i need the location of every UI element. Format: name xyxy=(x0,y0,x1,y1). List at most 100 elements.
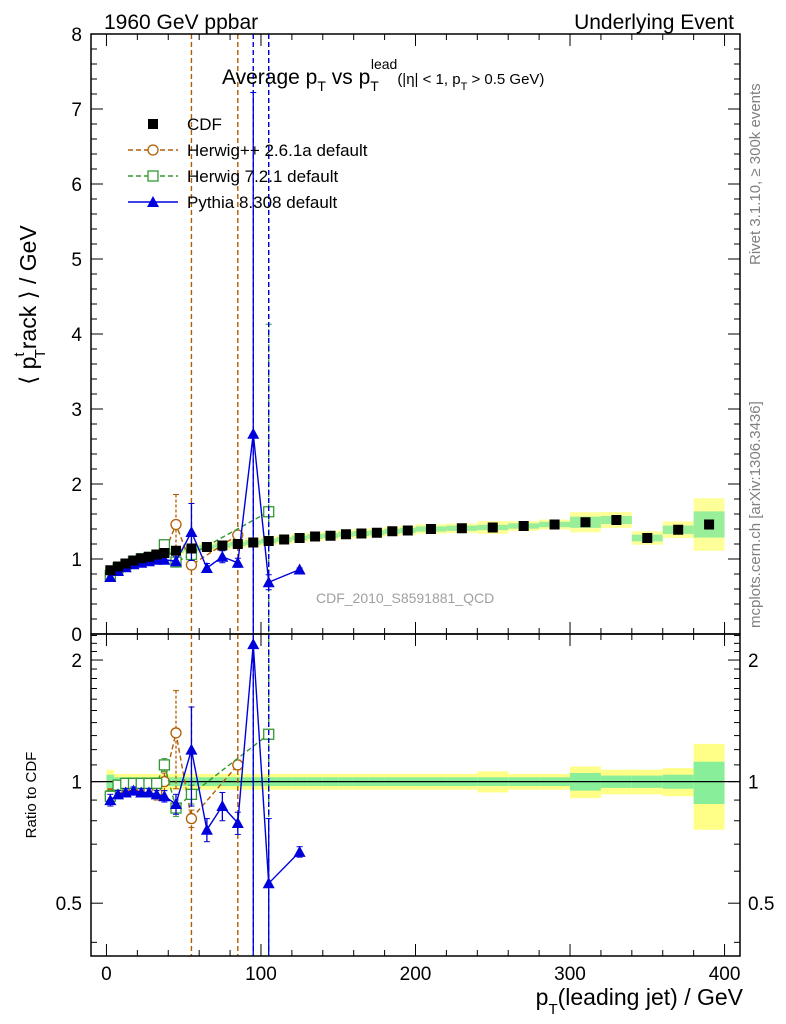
data-point-ratio xyxy=(216,800,229,812)
series-line-ratio xyxy=(109,644,301,885)
data-point xyxy=(216,550,229,562)
main-bands xyxy=(106,498,725,575)
ratio-band-inner xyxy=(693,761,725,805)
data-point xyxy=(456,523,467,534)
legend-label: Pythia 8.308 default xyxy=(187,193,338,212)
data-point xyxy=(279,534,290,545)
x-tick-label: 100 xyxy=(245,964,277,985)
data-point xyxy=(128,555,139,566)
y-tick-label: 2 xyxy=(71,475,82,496)
data-point xyxy=(518,521,529,531)
y-tick-label: 0 xyxy=(71,625,82,646)
legend-item: Herwig++ 2.6.1a default xyxy=(128,141,368,160)
ratio-tick-label: 2 xyxy=(71,651,82,672)
data-point-ratio xyxy=(158,759,171,771)
x-tick-label: 400 xyxy=(709,964,741,985)
data-point-ratio xyxy=(104,794,117,806)
y-tick-label: 7 xyxy=(71,100,82,121)
data-point xyxy=(232,539,243,549)
data-point xyxy=(371,527,382,538)
mcplots-label: mcplots.cern.ch [arXiv:1306.3436] xyxy=(747,401,764,628)
ratio-tick-label: 1 xyxy=(71,773,82,794)
header-right: Underlying Event xyxy=(574,11,734,34)
legend-marker xyxy=(147,196,159,207)
data-point-ratio xyxy=(293,845,306,857)
data-point xyxy=(487,522,498,533)
y-tick-label: 5 xyxy=(71,250,82,271)
x-axis-label: pT(leading jet) / GeV xyxy=(536,984,744,1018)
data-point-ratio xyxy=(127,784,140,796)
data-point xyxy=(120,558,131,569)
data-point xyxy=(263,536,274,546)
ratio-axes: 0 100 200 300 400 0.5 0.5 1 1 2 2 xyxy=(56,634,774,985)
legend-item: Herwig 7.2.1 default xyxy=(128,167,338,186)
data-point xyxy=(104,571,117,582)
data-point-ratio xyxy=(158,790,171,802)
data-point xyxy=(356,528,367,539)
data-point xyxy=(294,533,305,543)
ratio-bands xyxy=(91,743,740,830)
legend-label: Herwig++ 2.6.1a default xyxy=(187,141,368,160)
data-point xyxy=(611,515,622,525)
data-point-ratio xyxy=(142,786,155,798)
data-point xyxy=(159,548,170,558)
y-tick-label: 1 xyxy=(71,550,82,571)
data-point xyxy=(642,533,653,543)
data-point xyxy=(170,518,182,531)
legend-marker xyxy=(148,119,158,129)
data-point xyxy=(151,549,162,560)
data-point xyxy=(293,563,306,575)
y-tick-label: 6 xyxy=(71,175,82,196)
data-point xyxy=(185,559,198,571)
data-point xyxy=(136,553,147,564)
data-point xyxy=(325,530,336,541)
data-point xyxy=(673,524,684,535)
data-point-ratio xyxy=(150,788,163,800)
legend-label: CDF xyxy=(187,115,222,134)
y-tick-label: 3 xyxy=(71,400,82,421)
data-point xyxy=(310,531,321,542)
data-point xyxy=(186,543,197,554)
ratio-tick-label: 0.5 xyxy=(56,894,82,915)
data-point xyxy=(185,526,198,537)
main-axes: 0 1 2 3 4 5 6 7 8 xyxy=(71,25,740,646)
data-point-ratio xyxy=(247,638,260,650)
data-point xyxy=(425,524,436,534)
data-point xyxy=(248,537,259,548)
data-point-ratio xyxy=(185,743,198,755)
ratio-y-axis-label: Ratio to CDF xyxy=(23,752,40,839)
watermark: CDF_2010_S8591881_QCD xyxy=(316,590,494,606)
data-point xyxy=(340,529,351,540)
ratio-tick-label-right: 2 xyxy=(748,651,759,672)
data-point xyxy=(549,519,560,530)
data-point xyxy=(580,517,591,528)
data-point xyxy=(169,555,182,567)
y-tick-label: 4 xyxy=(71,325,82,346)
legend: CDF Herwig++ 2.6.1a default Herwig 7.2.1 d… xyxy=(128,115,368,212)
chart-title: Average pT vs pTlead(|η| < 1, pT > 0.5 G… xyxy=(222,56,544,94)
x-tick-label: 200 xyxy=(400,964,432,985)
data-point xyxy=(231,556,244,568)
data-point xyxy=(217,540,228,551)
data-point xyxy=(105,565,116,576)
data-point xyxy=(143,551,154,562)
ratio-tick-label-right: 0.5 xyxy=(748,894,774,915)
data-point-ratio xyxy=(262,877,275,889)
ratio-data xyxy=(104,634,306,956)
data-point-ratio xyxy=(232,759,244,771)
y-axis-label: ⟨ pt Track ⟩ / GeV xyxy=(11,225,49,385)
ratio-tick-label-right: 1 xyxy=(748,773,759,794)
legend-label: Herwig 7.2.1 default xyxy=(187,167,338,186)
data-point-ratio xyxy=(200,823,213,835)
data-point xyxy=(704,519,715,530)
x-tick-label: 0 xyxy=(101,964,112,985)
data-point xyxy=(387,526,398,537)
data-point-ratio xyxy=(135,786,148,798)
main-data xyxy=(104,34,715,634)
data-point-ratio xyxy=(169,798,182,810)
data-point-ratio xyxy=(185,812,198,825)
data-point-ratio xyxy=(170,727,182,739)
data-point xyxy=(402,525,413,536)
data-point xyxy=(158,553,171,565)
